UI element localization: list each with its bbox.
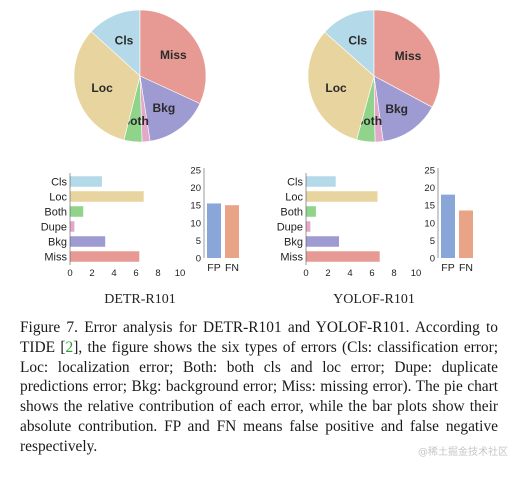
caption-text-2: ], the figure shows the six types of err… <box>20 338 499 455</box>
detr-r101-bar-label-bkg: Bkg <box>48 237 67 249</box>
yolof-r101-pie-label-miss: Miss <box>395 49 422 63</box>
detr-r101-fpfn-ytick: 15 <box>190 201 201 212</box>
detr-r101-bar-label-loc: Loc <box>49 192 67 204</box>
yolof-r101-fpfn-ytick: 20 <box>424 183 435 194</box>
yolof-r101-bar-dupe <box>306 221 311 232</box>
detr-r101-fpfn-ytick: 0 <box>196 254 201 265</box>
yolof-r101-bar-loc <box>306 191 378 202</box>
yolof-r101-fpfn-bar-fn <box>459 210 473 258</box>
yolof-r101-fpfn-ytick: 15 <box>424 201 435 212</box>
detr-r101-fpfn-ytick: 5 <box>196 236 201 247</box>
yolof-r101-fpfn-ytick: 10 <box>424 218 435 229</box>
yolof-r101-bar-bkg <box>306 236 339 247</box>
detr-r101-fpfn-label-fp: FP <box>207 262 220 274</box>
yolof-r101-fpfn-ytick: 25 <box>424 166 435 177</box>
detr-r101-fpfn-bar-fn <box>225 205 239 258</box>
detr-r101-bar-label-dupe: Dupe <box>41 222 67 234</box>
detr-r101-fpfn-ytick: 20 <box>190 183 201 194</box>
yolof-r101-bar-xtick: 6 <box>369 268 374 279</box>
yolof-r101-bar-miss <box>306 251 380 262</box>
yolof-r101-pie-label-bkg: Bkg <box>385 102 408 116</box>
yolof-r101-fpfn-ytick: 5 <box>430 236 435 247</box>
detr-r101-pie-slice-loc <box>73 31 141 141</box>
yolof-r101-bar-xtick: 8 <box>391 268 396 279</box>
yolof-r101-pie-label-cls: Cls <box>348 33 367 47</box>
detr-r101-bar-cls <box>70 176 102 187</box>
detr-r101-bar-xtick: 6 <box>133 268 138 279</box>
figure-caption: Figure 7. Error analysis for DETR-R101 a… <box>20 318 498 457</box>
detr-r101-bar-xtick: 8 <box>155 268 160 279</box>
detr-r101-pie-label-loc: Loc <box>91 81 113 95</box>
yolof-r101-bar-cls <box>306 176 336 187</box>
detr-r101-bar-xtick: 2 <box>89 268 94 279</box>
caption-text-1: Figure 7. Error analysis for DETR-R101 a… <box>20 319 498 356</box>
detr-r101-bar-loc <box>70 191 144 202</box>
yolof-r101-bar-xtick: 10 <box>411 268 422 279</box>
yolof-r101-bar-label-bkg: Bkg <box>284 237 303 249</box>
yolof-r101-bar-label-cls: Cls <box>287 177 303 189</box>
caption-citation-link[interactable]: 2 <box>65 338 74 356</box>
detr-r101-pie-label-miss: Miss <box>160 48 187 62</box>
yolof-r101-bar-xtick: 2 <box>325 268 330 279</box>
yolof-r101-fpfn-label-fp: FP <box>441 262 454 274</box>
detr-r101-pie-label-bkg: Bkg <box>153 101 176 115</box>
yolof-r101-fpfn-label-fn: FN <box>459 262 473 274</box>
detr-r101-pie-slice-miss <box>139 9 207 104</box>
detr-r101-bar-xtick: 4 <box>111 268 116 279</box>
detr-r101-bar-label-both: Both <box>44 207 67 219</box>
yolof-r101-fpfn-ytick: 0 <box>430 254 435 265</box>
detr-r101-panel-title: DETR-R101 <box>104 292 176 307</box>
detr-r101-bar-label-cls: Cls <box>51 177 67 189</box>
yolof-r101-pie-slice-cls <box>324 9 375 77</box>
detr-r101-bar-bkg <box>70 236 106 247</box>
detr-r101-fpfn-ytick: 25 <box>190 166 201 177</box>
yolof-r101-pie-slice-miss <box>373 9 441 108</box>
detr-r101-fpfn-label-fn: FN <box>225 262 239 274</box>
yolof-r101-bar-both <box>306 206 316 217</box>
watermark: @稀土掘金技术社区 <box>418 447 508 458</box>
yolof-r101-fpfn-bar-fp <box>441 194 455 258</box>
yolof-r101-bar-xtick: 0 <box>303 268 308 279</box>
yolof-r101-pie-slice-loc <box>307 31 375 141</box>
yolof-r101-pie-label-loc: Loc <box>325 81 347 95</box>
detr-r101-bar-xtick: 10 <box>175 268 186 279</box>
detr-r101-bar-xtick: 0 <box>67 268 72 279</box>
detr-r101-pie-label-cls: Cls <box>115 33 134 47</box>
detr-r101-pie-slice-cls <box>90 9 141 77</box>
detr-r101-bar-label-miss: Miss <box>44 252 67 264</box>
yolof-r101-bar-label-both: Both <box>280 207 303 219</box>
yolof-r101-bar-label-miss: Miss <box>280 252 303 264</box>
detr-r101-bar-both <box>70 206 84 217</box>
yolof-r101-bar-xtick: 4 <box>347 268 352 279</box>
yolof-r101-pie-slice-bkg <box>373 75 433 142</box>
yolof-r101-bar-label-dupe: Dupe <box>277 222 303 234</box>
detr-r101-pie-slice-bkg <box>139 75 201 142</box>
detr-r101-bar-miss <box>70 251 140 262</box>
yolof-r101-bar-label-loc: Loc <box>285 192 303 204</box>
detr-r101-fpfn-bar-fp <box>207 203 221 258</box>
detr-r101-bar-dupe <box>70 221 75 232</box>
yolof-r101-panel-title: YOLOF-R101 <box>333 292 415 307</box>
detr-r101-fpfn-ytick: 10 <box>190 218 201 229</box>
